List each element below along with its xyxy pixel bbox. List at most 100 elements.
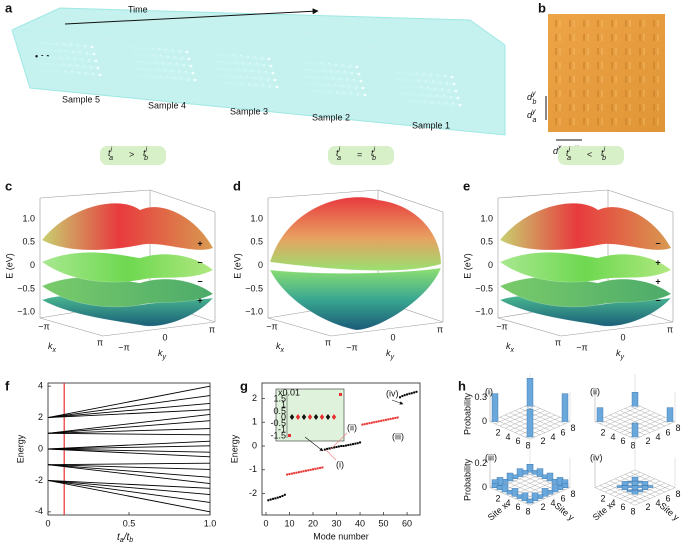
inset-tick: 1.5 bbox=[273, 393, 286, 403]
y-axis-label: Energy bbox=[15, 434, 25, 463]
probability-bar bbox=[536, 468, 544, 477]
y-tick-label: 1.0 bbox=[22, 213, 35, 223]
topological-sign: + bbox=[197, 238, 202, 248]
y-tick-label: −0.5 bbox=[245, 283, 263, 293]
grid-line bbox=[604, 417, 646, 435]
probability-bar bbox=[621, 481, 629, 486]
waveguide bbox=[437, 102, 461, 106]
subplot-label: (iv) bbox=[590, 452, 603, 462]
waveguide bbox=[250, 70, 274, 74]
symbol-base: d bbox=[553, 146, 559, 156]
y-tick-label: 0 bbox=[38, 443, 43, 453]
eigen-point bbox=[370, 421, 373, 424]
y-axis-label: E (eV) bbox=[232, 253, 242, 279]
x-tick-label: 0 bbox=[263, 518, 268, 528]
symbol-sup: i bbox=[569, 146, 571, 153]
eigen-point bbox=[344, 444, 347, 447]
waveguide bbox=[431, 81, 455, 85]
inset-tick: -0.5 bbox=[270, 418, 286, 428]
probability-bar bbox=[501, 483, 509, 493]
symbol-sup: y bbox=[531, 108, 536, 115]
energy-line bbox=[47, 479, 211, 489]
probability-bar bbox=[526, 464, 534, 473]
panel-label: g bbox=[240, 378, 248, 393]
waveguide-end bbox=[357, 72, 361, 76]
symbol-base: k bbox=[506, 341, 511, 351]
inset-tick: 0.5 bbox=[273, 406, 286, 416]
eigen-point bbox=[314, 467, 317, 470]
ky-tick-label: π bbox=[667, 324, 673, 334]
symbol-sub: b bbox=[144, 155, 148, 162]
probability-bar bbox=[631, 490, 639, 495]
waveguide-end bbox=[191, 71, 195, 75]
eigen-point bbox=[279, 495, 282, 498]
eigen-point bbox=[373, 421, 376, 424]
eigen-point bbox=[410, 392, 413, 395]
waveguide bbox=[248, 63, 272, 67]
probability-bar bbox=[631, 392, 639, 407]
waveguide bbox=[246, 56, 270, 60]
eigen-point bbox=[384, 418, 387, 421]
eigen-point bbox=[382, 419, 385, 422]
inset-tick: 0 bbox=[281, 412, 286, 422]
site-tick-label: 6 bbox=[665, 493, 670, 503]
x-tick-label: 1.0 bbox=[204, 518, 217, 528]
time-arrow bbox=[64, 8, 319, 25]
site-tick-label: 4 bbox=[655, 498, 660, 508]
site-tick-label: 2 bbox=[645, 502, 650, 512]
x-tick-label: 40 bbox=[355, 518, 365, 528]
grid-line bbox=[504, 414, 546, 433]
probability-bar bbox=[526, 378, 534, 407]
sample-image bbox=[548, 14, 665, 132]
probability-bar bbox=[561, 393, 569, 422]
waveguide-end bbox=[92, 52, 96, 56]
probability-bar bbox=[491, 393, 499, 422]
eigen-point bbox=[274, 497, 277, 500]
panel-label: c bbox=[5, 178, 12, 193]
panel-label: b bbox=[538, 0, 546, 15]
z-tick-label: 0.2 bbox=[474, 458, 487, 468]
eigen-point bbox=[347, 444, 350, 447]
y-tick-label: 1.0 bbox=[480, 213, 493, 223]
eigen-point bbox=[413, 391, 416, 394]
band-surface bbox=[499, 252, 672, 283]
site-tick-label: 6 bbox=[515, 436, 520, 446]
grid-line bbox=[489, 421, 531, 440]
ky-tick-label: 0 bbox=[162, 332, 167, 342]
grid-line bbox=[594, 421, 636, 440]
waveguide bbox=[75, 65, 99, 69]
x-tick-label: 60 bbox=[402, 518, 412, 528]
condition-op: < bbox=[587, 149, 592, 159]
energy-line bbox=[47, 464, 211, 470]
symbol-sub: b bbox=[533, 99, 537, 106]
symbol-sub: a bbox=[109, 155, 113, 162]
energy-line bbox=[47, 448, 211, 458]
probability-bar bbox=[516, 468, 524, 477]
ky-tick-label: 0 bbox=[620, 332, 625, 342]
grid-line bbox=[529, 487, 571, 506]
waveguide-end bbox=[452, 82, 456, 86]
site-tick-label: 6 bbox=[560, 427, 565, 437]
condition-box bbox=[328, 146, 394, 165]
y-tick-label: 1 bbox=[252, 417, 257, 427]
inset-tick: -1 bbox=[278, 424, 286, 434]
energy-line bbox=[47, 440, 211, 450]
symbol-sup: i bbox=[111, 146, 113, 153]
ky-tick-label: −π bbox=[576, 342, 587, 352]
eigen-point bbox=[342, 445, 345, 448]
probability-bar bbox=[666, 407, 674, 422]
x-tick-label: 10 bbox=[285, 518, 295, 528]
probability-bar bbox=[641, 485, 649, 490]
eigen-point bbox=[375, 420, 378, 423]
inset-marker bbox=[289, 414, 295, 420]
eigen-point bbox=[309, 468, 312, 471]
eigen-point bbox=[323, 448, 326, 451]
waveguide-end bbox=[275, 85, 279, 89]
eigen-point bbox=[408, 392, 411, 395]
eigen-point bbox=[396, 416, 399, 419]
inset-marker bbox=[301, 414, 307, 420]
ky-tick-label: 0 bbox=[390, 332, 395, 342]
waveguide-end bbox=[193, 78, 197, 82]
sample-label: Sample 4 bbox=[148, 100, 186, 110]
ky-tick-label: π bbox=[209, 324, 215, 334]
